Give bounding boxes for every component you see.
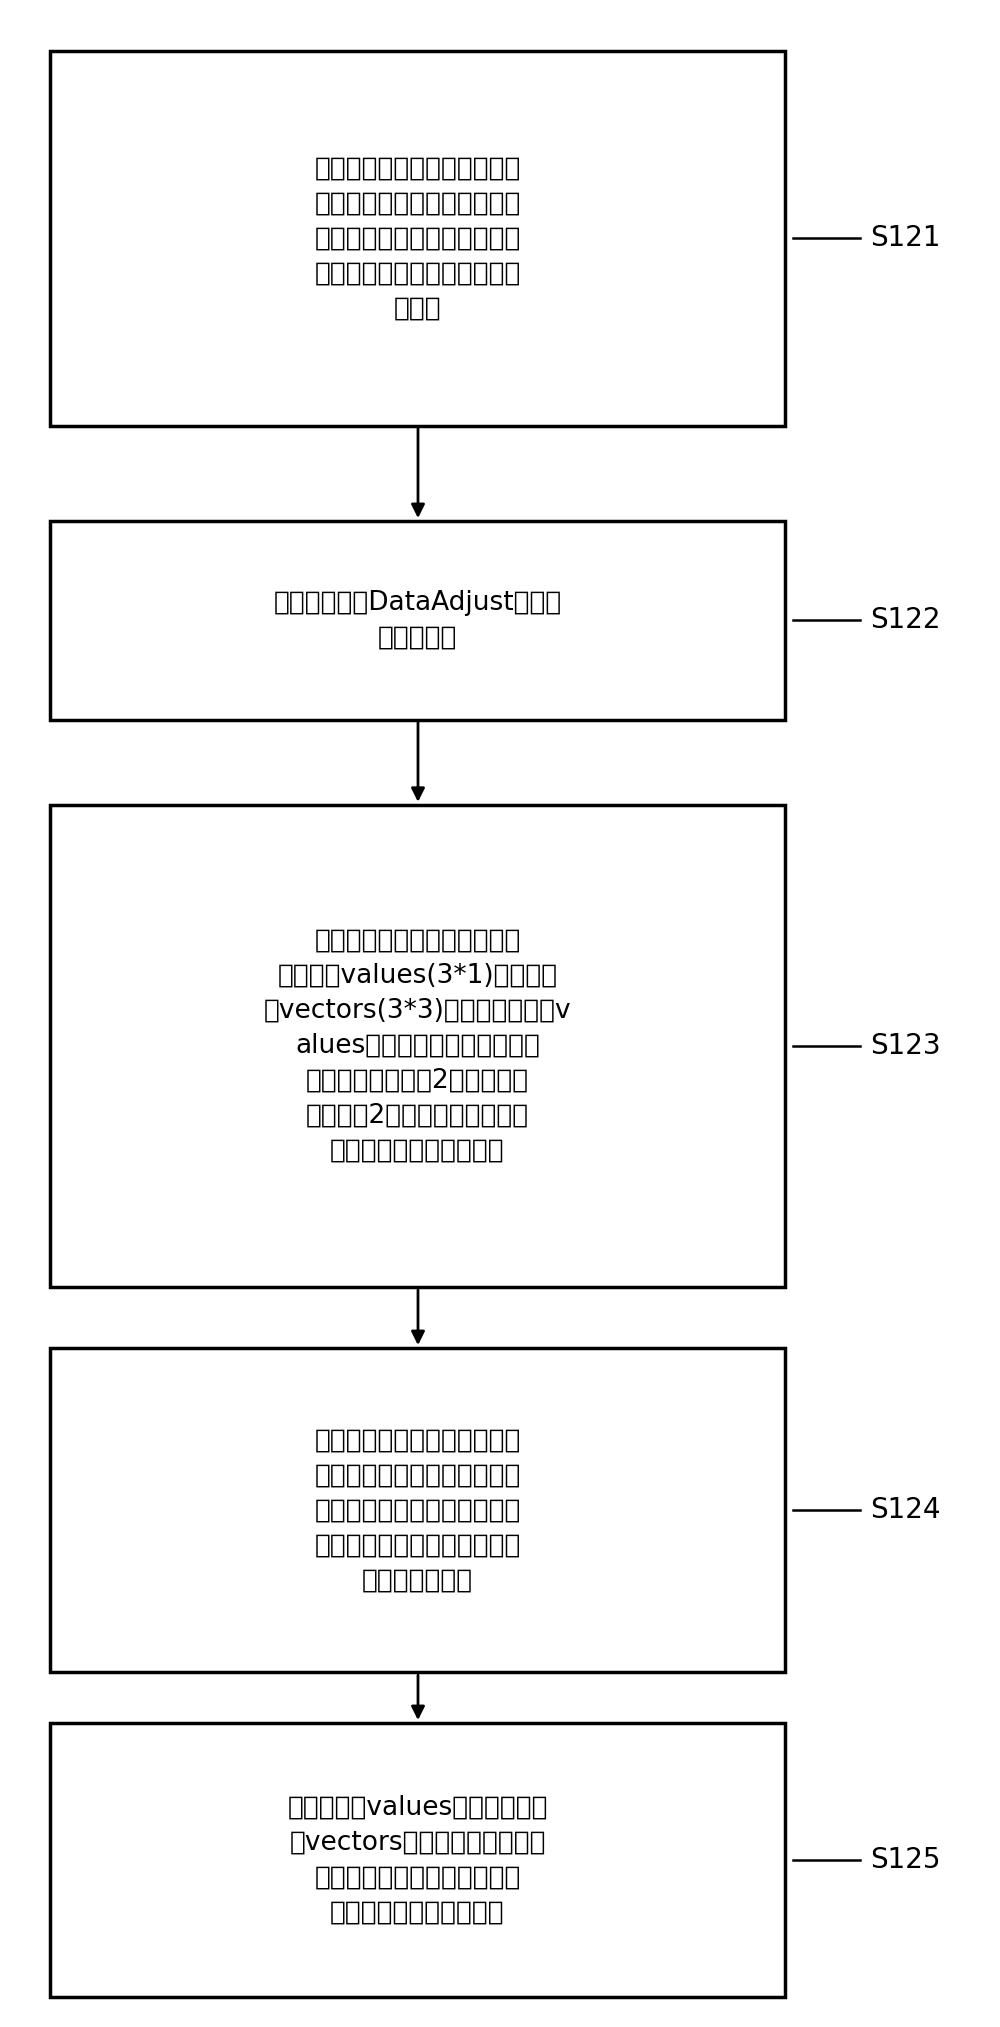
Bar bbox=[50, 521, 785, 720]
Text: S121: S121 bbox=[870, 225, 940, 251]
Text: 计算训练样本DataAdjust的特征
协方差矩阵: 计算训练样本DataAdjust的特征 协方差矩阵 bbox=[273, 590, 562, 651]
Text: S122: S122 bbox=[870, 606, 940, 634]
Bar bbox=[50, 805, 785, 1287]
Text: 选择特征值values最大的特征向
量vectors作为将为一维的投影
基，将训练样本映射到新基上
，得到降维后的训练样本: 选择特征值values最大的特征向 量vectors作为将为一维的投影 基，将训… bbox=[287, 1794, 548, 1926]
Text: 分别计算所述协方差矩阵对应
的特征值values(3*1)和特征向
量vectors(3*3)，将所述特征值v
alues按照从大到小的顺序排序
，选择其中最大: 分别计算所述协方差矩阵对应 的特征值values(3*1)和特征向 量vecto… bbox=[264, 928, 571, 1163]
Text: S124: S124 bbox=[870, 1496, 940, 1524]
Text: 分别计算所有训练样本对应的
三个特征的平均值，对所有的
样本减去对应特征的平均值，
得到均值为零，方差相等的训
练样本: 分别计算所有训练样本对应的 三个特征的平均值，对所有的 样本减去对应特征的平均值… bbox=[314, 156, 521, 320]
Bar bbox=[50, 1723, 785, 1997]
Text: 将训练样本点投影到选取的二
维平面上，二维平面由协方差
矩阵的主特征向量和与主特征
向量正交方向的协方差矩阵的
次特征向量构成: 将训练样本点投影到选取的二 维平面上，二维平面由协方差 矩阵的主特征向量和与主特… bbox=[314, 1427, 521, 1593]
Text: S125: S125 bbox=[870, 1847, 940, 1873]
Bar bbox=[50, 51, 785, 426]
Bar bbox=[50, 1348, 785, 1672]
Text: S123: S123 bbox=[870, 1032, 941, 1060]
